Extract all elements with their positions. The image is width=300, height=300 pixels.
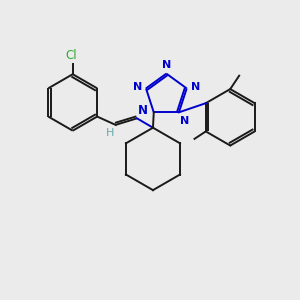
Text: H: H <box>106 128 114 139</box>
Text: Cl: Cl <box>65 49 77 62</box>
Text: N: N <box>133 82 142 92</box>
Text: N: N <box>162 60 171 70</box>
Text: N: N <box>190 82 200 92</box>
Text: N: N <box>180 116 190 126</box>
Text: N: N <box>138 103 148 117</box>
